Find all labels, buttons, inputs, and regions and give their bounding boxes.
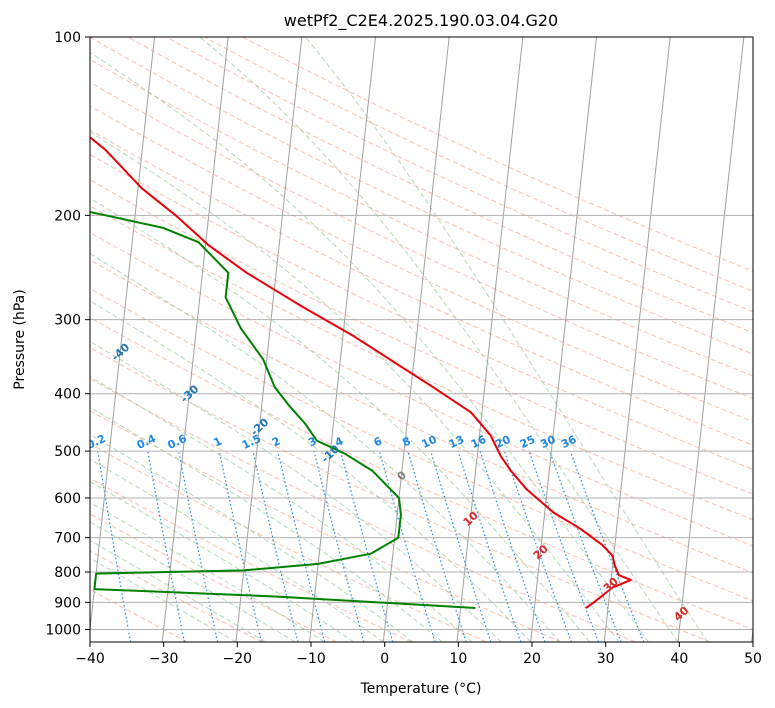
mixing-ratio-line	[479, 450, 546, 642]
x-tick-label: 30	[597, 651, 615, 667]
x-tick-label: −40	[75, 651, 105, 667]
moist-adiabat	[90, 300, 531, 642]
mixing-ratio-label: 16	[469, 433, 489, 451]
moist-adiabat	[90, 340, 502, 642]
isotherm-line	[309, 37, 376, 642]
mixing-ratio-label: 25	[518, 433, 537, 451]
x-axis-label: Temperature (°C)	[360, 681, 482, 697]
isotherm-line	[603, 37, 671, 642]
y-tick-label: 1000	[45, 622, 81, 638]
y-tick-label: 300	[54, 313, 81, 329]
moist-adiabat	[90, 406, 443, 642]
dry-adiabat	[203, 37, 753, 292]
isotherm-line	[90, 37, 155, 635]
x-tick-label: −10	[296, 651, 326, 667]
moist-adiabat	[90, 131, 620, 642]
dry-adiabat	[90, 377, 636, 642]
moist-adiabat	[90, 481, 355, 642]
moist-adiabat	[90, 521, 296, 642]
dewpoint-profile-line	[90, 210, 476, 609]
mixing-ratio-line	[430, 450, 492, 642]
y-tick-label: 200	[54, 208, 81, 224]
isotherm-line	[530, 37, 597, 642]
dry-adiabat	[127, 37, 753, 334]
isotherm-line	[677, 37, 745, 642]
chart-title: wetPf2_C2E4.2025.190.03.04.G20	[284, 11, 558, 31]
x-tick-label: 10	[449, 651, 467, 667]
mixing-ratio-line	[378, 450, 436, 642]
dry-adiabat	[90, 443, 487, 642]
plot-frame	[89, 36, 754, 643]
y-tick-label: 500	[54, 444, 81, 460]
dry-adiabat	[90, 81, 753, 400]
dry-adiabat	[90, 588, 188, 642]
dry-adiabat	[90, 316, 753, 630]
mixing-ratio-label: 10	[420, 433, 440, 451]
dry-adiabat	[90, 179, 753, 495]
x-tick-label: 20	[523, 651, 541, 667]
y-tick-label: 400	[54, 387, 81, 403]
mixing-ratio-line	[528, 450, 600, 642]
mixing-ratio-label: 30	[538, 433, 558, 451]
moist-adiabat	[90, 375, 473, 642]
dry-adiabat	[90, 346, 711, 642]
moist-adiabat	[90, 197, 590, 642]
mixing-ratio-label: 20	[493, 433, 513, 451]
x-tick-label: −30	[149, 651, 179, 667]
mixing-ratio-line	[277, 450, 326, 642]
mixing-ratio-label: 36	[559, 433, 579, 451]
mixing-ratio-line	[252, 450, 299, 642]
mixing-ratio-line	[313, 450, 365, 642]
y-tick-label: 600	[54, 491, 81, 507]
dry-adiabat	[165, 37, 753, 313]
dry-adiabat	[90, 410, 562, 642]
y-tick-label: 800	[54, 565, 81, 581]
isotherm-line	[161, 37, 229, 642]
mixing-ratio-line	[407, 450, 467, 642]
moist-adiabat	[90, 252, 561, 642]
moist-adiabat	[305, 37, 708, 642]
moist-adiabat	[90, 557, 237, 642]
mixing-ratio-line	[178, 450, 219, 642]
y-tick-label: 100	[54, 30, 81, 46]
isotherm-line	[456, 37, 524, 642]
mixing-ratio-label: 13	[447, 433, 466, 451]
temperature-profile-line	[90, 136, 632, 609]
mixing-ratio-line	[503, 450, 572, 642]
mixing-ratio-line	[218, 450, 262, 642]
x-tick-label: 0	[380, 651, 389, 667]
y-axis-label: Pressure (hPa)	[12, 289, 28, 389]
mixing-ratio-line	[457, 450, 522, 642]
x-tick-label: 50	[744, 651, 762, 667]
moist-adiabat	[90, 539, 266, 642]
x-tick-label: 40	[670, 651, 688, 667]
moist-adiabat	[199, 37, 679, 642]
mixing-ratio-line	[549, 450, 622, 642]
dry-adiabat	[90, 58, 753, 377]
x-tick-label: −20	[223, 651, 253, 667]
y-tick-label: 900	[54, 595, 81, 611]
dry-adiabat	[90, 550, 263, 642]
dry-adiabat	[90, 37, 753, 355]
dry-adiabat	[90, 232, 753, 547]
mixing-ratio-line	[147, 450, 185, 642]
moist-adiabat	[90, 51, 649, 642]
dry-adiabat	[90, 287, 753, 602]
isotherm-line	[235, 37, 303, 642]
y-tick-label: 700	[54, 531, 81, 547]
